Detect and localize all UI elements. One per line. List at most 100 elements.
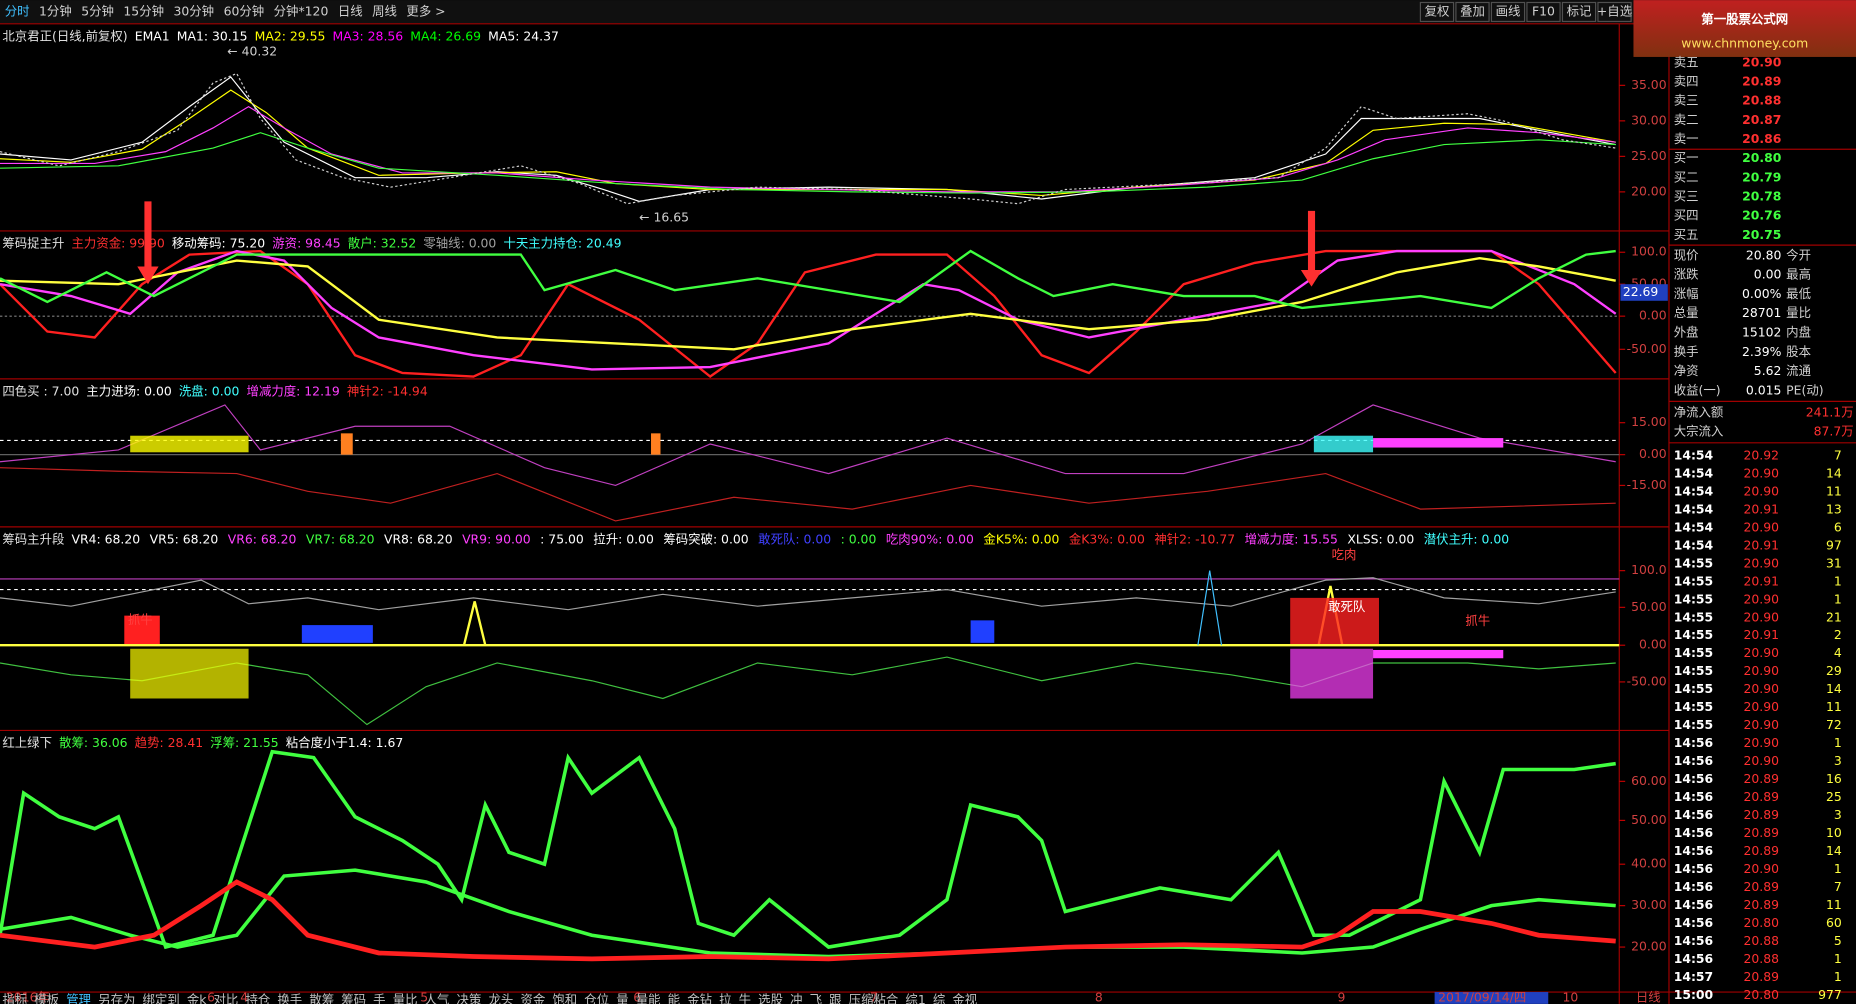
bottom-tab[interactable]: 压缩粘合 xyxy=(849,992,899,1004)
bottom-tab[interactable]: 龙头 xyxy=(488,992,513,1004)
annotation: 22.69 xyxy=(1623,284,1659,299)
bottom-tab[interactable]: 饱和 xyxy=(552,992,577,1004)
tick-price: 20.90 xyxy=(1744,735,1780,750)
bottom-tab[interactable]: 资金 xyxy=(520,992,545,1004)
bottom-tab[interactable]: 换手 xyxy=(277,992,302,1004)
tick-price: 20.89 xyxy=(1744,969,1780,984)
bottom-tab[interactable]: 人气 xyxy=(425,992,450,1004)
y-tick-label: 50.00 xyxy=(1631,812,1667,827)
panel5-lines xyxy=(0,749,1616,962)
y-tick-label: -15.00 xyxy=(1627,477,1667,492)
period-tab[interactable]: 周线 xyxy=(372,3,397,18)
stat-value: 20.80 xyxy=(1746,247,1782,262)
indicator: 筹码突破: 0.00 xyxy=(663,531,748,546)
bottom-tab[interactable]: 金视 xyxy=(952,992,977,1004)
order-price: 20.76 xyxy=(1742,208,1781,223)
period-tab[interactable]: 日线 xyxy=(338,3,363,18)
flow-label: 大宗流入 xyxy=(1674,424,1724,439)
period-tab[interactable]: 15分钟 xyxy=(123,3,164,18)
bottom-tab[interactable]: 对比 xyxy=(214,992,239,1004)
bottom-tab[interactable]: 冲 xyxy=(790,992,802,1004)
period-tab[interactable]: 5分钟 xyxy=(81,3,114,18)
bottom-tab[interactable]: 跟 xyxy=(829,992,841,1004)
period-tab[interactable]: 更多 > xyxy=(406,3,445,18)
tick-volume: 16 xyxy=(1826,771,1842,786)
period-tab[interactable]: 分时 xyxy=(5,3,30,18)
tick-time: 14:54 xyxy=(1674,501,1714,516)
tick-time: 14:56 xyxy=(1674,897,1714,912)
x-axis-label: 6 xyxy=(207,989,215,1004)
indicator: 洗盘: 0.00 xyxy=(179,383,240,398)
indicator: VR9: 90.00 xyxy=(462,531,531,546)
indicator: 金K3%: 0.00 xyxy=(1069,531,1145,546)
bottom-tab[interactable]: 拉 xyxy=(719,992,731,1004)
bottom-tab[interactable]: 能 xyxy=(668,992,680,1004)
tick-volume: 14 xyxy=(1826,843,1842,858)
bottom-tab[interactable]: 管理 xyxy=(66,992,91,1004)
y-tick-label: -50.00 xyxy=(1627,673,1667,688)
bottom-tab[interactable]: 金k xyxy=(187,992,207,1004)
indicator: VR6: 68.20 xyxy=(228,531,297,546)
bottom-tab[interactable]: 模板 xyxy=(34,992,59,1004)
panel-title: 红上绿下 xyxy=(2,735,52,750)
tool-button[interactable]: 画线 xyxy=(1496,3,1521,18)
order-price: 20.75 xyxy=(1742,227,1781,242)
tick-time: 14:56 xyxy=(1674,753,1714,768)
bottom-tab[interactable]: 持仓 xyxy=(245,992,270,1004)
period-tab[interactable]: 60分钟 xyxy=(224,3,265,18)
bottom-tab[interactable]: 综1 xyxy=(905,992,925,1004)
indicator: MA3: 28.56 xyxy=(332,28,403,43)
tick-volume: 31 xyxy=(1826,555,1842,570)
indicator: 趋势: 28.41 xyxy=(135,735,203,750)
tool-button[interactable]: 复权 xyxy=(1425,3,1450,18)
stat-value: 28701 xyxy=(1742,305,1781,320)
tool-button[interactable]: 叠加 xyxy=(1460,3,1485,18)
y-tick-label: 0.00 xyxy=(1639,637,1667,652)
bottom-tab[interactable]: 牛 xyxy=(739,992,751,1004)
bottom-tab[interactable]: 散筹 xyxy=(309,992,334,1004)
bottom-tab[interactable]: 绑定到 xyxy=(142,992,179,1004)
bottom-tab[interactable]: 选股 xyxy=(758,992,783,1004)
indicator: 游资: 98.45 xyxy=(272,235,340,250)
x-axis-label: 4 xyxy=(240,989,248,1004)
tool-button[interactable]: 标记 xyxy=(1567,3,1592,18)
bottom-tab[interactable]: 金钻 xyxy=(687,992,712,1004)
order-price: 20.89 xyxy=(1742,74,1781,89)
tick-time: 14:56 xyxy=(1674,789,1714,804)
tick-time: 14:56 xyxy=(1674,861,1714,876)
period-tab[interactable]: 30分钟 xyxy=(173,3,214,18)
x-axis-label: 日线 xyxy=(1636,989,1661,1004)
bottom-tab[interactable]: 筹码 xyxy=(341,992,366,1004)
stat-value: 0.00% xyxy=(1742,286,1782,301)
tick-price: 20.92 xyxy=(1744,447,1780,462)
tick-time: 14:55 xyxy=(1674,681,1714,696)
indicator: 主力进场: 0.00 xyxy=(86,383,171,398)
period-tab[interactable]: 1分钟 xyxy=(39,3,72,18)
period-tab[interactable]: 分钟*120 xyxy=(274,3,329,18)
bottom-tab[interactable]: 综 xyxy=(933,992,946,1004)
indicator: 神针2: -14.94 xyxy=(347,383,428,398)
bottom-tab[interactable]: 量 xyxy=(616,992,628,1004)
tool-button[interactable]: +自选 xyxy=(1597,3,1632,18)
tick-time: 14:55 xyxy=(1674,663,1714,678)
bottom-tab[interactable]: 量比 xyxy=(393,992,418,1004)
bottom-tab[interactable]: 指标 xyxy=(2,992,27,1004)
bottom-tab[interactable]: 飞 xyxy=(810,992,822,1004)
tick-volume: 60 xyxy=(1826,915,1842,930)
stat-value: 2.39% xyxy=(1742,344,1782,359)
stat-value: 15102 xyxy=(1742,324,1781,339)
tick-price: 20.80 xyxy=(1744,915,1780,930)
y-tick-label: 15.00 xyxy=(1631,414,1667,429)
y-tick-label: 35.00 xyxy=(1631,77,1667,92)
bottom-tab[interactable]: 手 xyxy=(373,992,385,1004)
bottom-tab[interactable]: 另存为 xyxy=(98,992,135,1004)
y-tick-label: -50.00 xyxy=(1627,341,1667,356)
indicator: 增减力度: 12.19 xyxy=(247,383,340,398)
tool-button[interactable]: F10 xyxy=(1532,3,1555,18)
tick-price: 20.89 xyxy=(1744,789,1780,804)
bottom-tab[interactable]: 决策 xyxy=(457,992,482,1004)
bottom-tab[interactable]: 仓位 xyxy=(584,992,609,1004)
tick-time: 14:54 xyxy=(1674,465,1714,480)
bottom-tab[interactable]: 量能 xyxy=(636,992,661,1004)
stat-label: 现价 xyxy=(1674,247,1699,262)
